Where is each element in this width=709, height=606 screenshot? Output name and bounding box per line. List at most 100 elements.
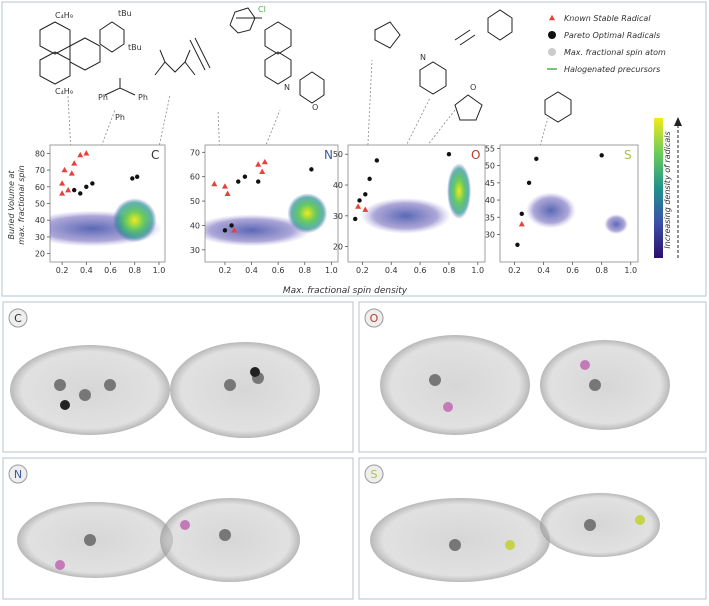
pareto-radical: [309, 167, 314, 172]
x-tick-label: 0.2: [56, 266, 69, 275]
density-cloud: [360, 163, 472, 234]
pareto-radical: [256, 179, 261, 184]
x-tick-label: 0.8: [298, 266, 311, 275]
pareto-radical: [236, 179, 241, 184]
y-tick-label: 40: [485, 196, 495, 205]
y-tick-label: 20: [35, 250, 45, 259]
density-cloud-blob: [287, 193, 328, 234]
x-tick-label: 1.0: [471, 266, 484, 275]
pareto-radical: [353, 216, 358, 222]
known-stable-radical: [59, 190, 66, 196]
y-tick-label: 30: [190, 246, 200, 255]
y-tick-label: 50: [485, 162, 495, 171]
y-axis-label: Buried Volume at: [7, 170, 16, 240]
y-tick-label: 40: [333, 181, 343, 190]
x-tick-label: 0.8: [443, 266, 456, 275]
x-tick-label: 0.4: [537, 266, 550, 275]
known-stable-radical: [211, 180, 218, 187]
x-tick-label: 0.2: [508, 266, 521, 275]
pareto-radical: [78, 191, 83, 196]
structure-label: C₄H₉: [55, 87, 73, 96]
y-tick-label: 80: [35, 149, 45, 158]
panel-label: O: [370, 312, 379, 325]
top-frame: [1, 1, 707, 297]
density-cloud: [525, 192, 629, 235]
structure-label: O: [470, 83, 476, 92]
known-stable-radical: [355, 203, 362, 209]
pareto-radical: [363, 192, 368, 197]
known-stable-radical: [259, 168, 266, 175]
panel-label: O: [471, 148, 480, 162]
known-stable-radical: [68, 170, 75, 176]
density-cloud-blob: [205, 214, 312, 247]
y-tick-label: 70: [35, 166, 45, 175]
density-cloud-blob: [525, 192, 576, 229]
y-tick-label: 50: [333, 150, 343, 159]
panel-label: N: [14, 468, 22, 481]
y-tick-label: 50: [35, 200, 45, 209]
known-stable-radical: [71, 160, 78, 166]
pareto-radical: [242, 174, 248, 179]
density-cloud-blob: [360, 197, 451, 234]
x-tick-label: 0.8: [128, 266, 141, 275]
x-tick-label: 0.4: [385, 266, 398, 275]
legend-swatch: [549, 14, 555, 21]
pareto-radical: [90, 181, 95, 186]
known-stable-radical: [221, 183, 228, 189]
panel-label: N: [324, 148, 333, 162]
known-stable-radical: [77, 151, 84, 158]
legend-label: Known Stable Radical: [564, 14, 651, 23]
legend-swatch: [548, 31, 556, 39]
colorbar-label: Increasing density of radicals: [663, 131, 672, 248]
y-tick-label: 40: [35, 216, 45, 225]
pareto-radical: [367, 176, 372, 182]
structure-label: N: [284, 83, 290, 92]
pareto-radical: [526, 180, 532, 186]
panel-label: C: [14, 312, 22, 325]
x-tick-label: 0.2: [219, 266, 232, 275]
known-stable-radical: [65, 186, 72, 193]
y-tick-label: 20: [333, 243, 343, 252]
legend-label: Halogenated precursors: [564, 65, 660, 74]
panel-label: C: [151, 148, 159, 162]
x-tick-label: 1.0: [624, 266, 637, 275]
x-tick-label: 0.2: [356, 266, 369, 275]
x-tick-label: 0.6: [104, 266, 117, 275]
structure-label: tBu: [128, 43, 142, 52]
known-stable-radical: [261, 158, 268, 165]
panel-label: S: [371, 468, 378, 481]
pareto-radical: [134, 174, 140, 179]
y-axis-label: max. fractional spin: [17, 165, 26, 244]
known-stable-radical: [224, 190, 231, 196]
x-tick-label: 1.0: [325, 266, 338, 275]
x-tick-label: 1.0: [153, 266, 166, 275]
y-tick-label: 50: [190, 197, 200, 206]
y-tick-label: 70: [190, 148, 200, 157]
known-stable-radical: [518, 220, 525, 227]
pareto-radical: [534, 156, 539, 161]
density-cloud-blob: [447, 163, 472, 220]
panel-badge: [8, 464, 28, 484]
molecule-renders: [10, 335, 670, 582]
y-tick-label: 55: [485, 144, 495, 153]
structure-label: Ph: [138, 93, 148, 102]
density-cloud-blob: [112, 198, 157, 243]
y-tick-label: 60: [35, 183, 45, 192]
known-stable-radical: [83, 150, 90, 156]
structure-label: Cl: [258, 5, 266, 14]
structures: [39, 7, 572, 123]
colorbar-arrowhead: [674, 117, 682, 126]
density-cloud: [205, 193, 328, 247]
structure-label: Ph: [115, 113, 125, 122]
known-stable-radical: [61, 166, 68, 173]
legend-swatch: [548, 48, 556, 56]
y-tick-label: 40: [190, 221, 200, 230]
y-tick-label: 30: [333, 212, 343, 221]
structure-label: N: [420, 53, 426, 62]
pareto-radical: [515, 242, 520, 247]
panel-badge: [364, 308, 384, 328]
x-tick-label: 0.4: [80, 266, 93, 275]
legend-label: Pareto Optimal Radicals: [564, 31, 660, 40]
pareto-radical: [519, 211, 524, 217]
